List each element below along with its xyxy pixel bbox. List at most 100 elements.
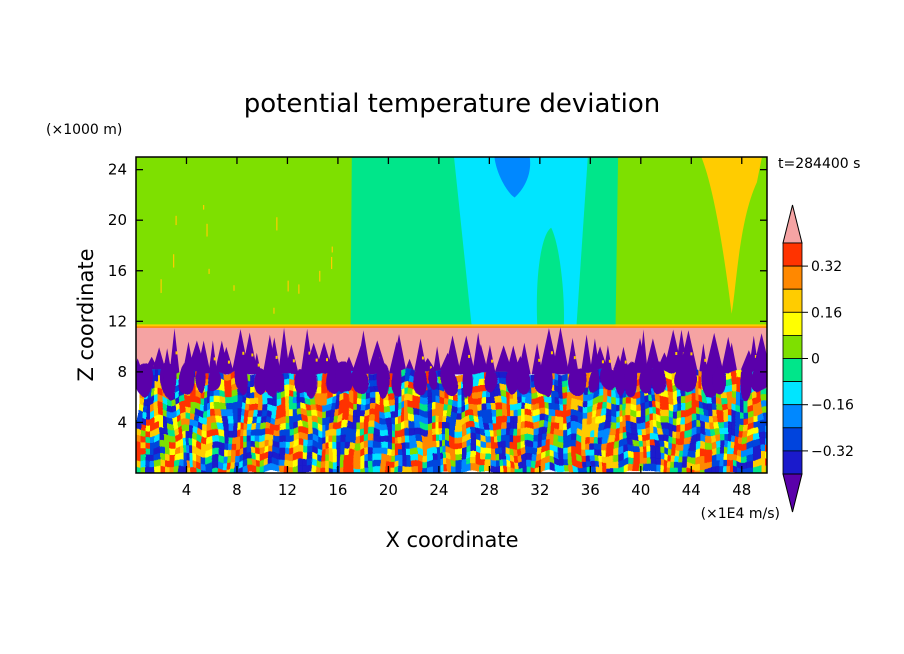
convective-cell bbox=[703, 422, 710, 430]
convective-cell bbox=[672, 447, 678, 455]
convective-cell bbox=[392, 460, 399, 468]
convective-cell bbox=[266, 447, 272, 455]
convective-cell bbox=[537, 447, 543, 455]
convective-cell bbox=[514, 466, 520, 473]
convective-cell bbox=[284, 403, 290, 411]
convective-cell bbox=[311, 409, 317, 417]
convective-cell bbox=[181, 454, 187, 461]
convective-cell bbox=[703, 466, 710, 473]
convective-cell bbox=[136, 454, 142, 461]
convective-cell bbox=[163, 441, 169, 449]
convective-cell bbox=[271, 403, 277, 411]
convective-cell bbox=[640, 466, 646, 473]
convective-cell bbox=[546, 447, 552, 455]
convective-plume bbox=[714, 366, 727, 394]
convective-cell bbox=[266, 441, 272, 449]
convective-cell bbox=[136, 422, 142, 430]
convective-cell bbox=[316, 403, 322, 411]
convective-cell bbox=[658, 460, 664, 468]
convective-cell bbox=[744, 435, 750, 442]
convective-cell bbox=[487, 422, 493, 430]
convective-cell bbox=[465, 397, 471, 405]
convective-cell bbox=[645, 416, 651, 424]
convective-cell bbox=[365, 454, 371, 461]
convective-cell bbox=[397, 390, 403, 398]
convective-cell bbox=[442, 441, 448, 449]
convective-cell bbox=[469, 397, 475, 405]
convective-cell bbox=[442, 454, 448, 461]
convective-cell bbox=[235, 447, 241, 455]
convective-cell bbox=[762, 435, 767, 442]
convective-cell bbox=[550, 378, 556, 386]
convective-cell bbox=[284, 435, 290, 442]
convective-cell bbox=[627, 422, 633, 430]
convective-cell bbox=[329, 460, 335, 468]
convective-cell bbox=[221, 466, 227, 473]
convective-cell bbox=[505, 397, 511, 405]
convective-cell bbox=[257, 441, 263, 449]
convective-cell bbox=[226, 466, 232, 473]
convective-cell bbox=[748, 428, 755, 436]
convective-cell bbox=[532, 441, 538, 449]
convective-cell bbox=[730, 428, 737, 436]
convective-cell bbox=[748, 454, 755, 461]
convective-cell bbox=[433, 466, 439, 473]
inversion-spike bbox=[751, 333, 767, 375]
convective-cell bbox=[762, 466, 767, 473]
convective-cell bbox=[541, 447, 547, 455]
convective-cell bbox=[694, 409, 700, 417]
convective-cell bbox=[586, 447, 592, 455]
convective-cell bbox=[437, 422, 444, 430]
colorbar-segment bbox=[782, 334, 803, 359]
convective-cell bbox=[401, 371, 408, 379]
convective-cell bbox=[347, 390, 353, 398]
convective-cell bbox=[699, 397, 705, 405]
convective-cell bbox=[415, 409, 421, 417]
convective-cell bbox=[140, 409, 146, 417]
convective-cell bbox=[343, 460, 349, 468]
convective-cell bbox=[451, 403, 457, 411]
convective-cell bbox=[726, 428, 732, 436]
convective-cell bbox=[559, 397, 565, 405]
convective-cell bbox=[636, 422, 642, 430]
convective-cell bbox=[519, 428, 525, 436]
convective-cell bbox=[401, 435, 408, 442]
inversion-spike bbox=[603, 345, 613, 375]
y-tick-label: 4 bbox=[117, 413, 127, 431]
convective-cell bbox=[136, 441, 142, 449]
convective-cell bbox=[401, 403, 408, 411]
convective-cell bbox=[167, 403, 173, 411]
convective-cell bbox=[244, 428, 250, 436]
convective-cell bbox=[217, 409, 223, 417]
convective-cell bbox=[672, 454, 678, 461]
convective-cell bbox=[604, 441, 610, 449]
convective-cell bbox=[730, 454, 737, 461]
convective-cell bbox=[640, 441, 646, 449]
convective-cell bbox=[654, 409, 660, 417]
convective-cell bbox=[145, 422, 151, 430]
convective-cell bbox=[510, 454, 516, 461]
convective-cell bbox=[176, 378, 182, 386]
convective-cell bbox=[284, 416, 290, 424]
upper-streak bbox=[298, 284, 300, 294]
convective-cell bbox=[456, 409, 462, 417]
convective-cell bbox=[456, 416, 462, 424]
convective-cell bbox=[519, 422, 525, 430]
convective-cell bbox=[537, 454, 543, 461]
convective-cell bbox=[311, 460, 317, 468]
convective-cell bbox=[145, 460, 151, 468]
convective-cell bbox=[559, 403, 565, 411]
convective-cell bbox=[253, 466, 259, 473]
convective-cell bbox=[370, 378, 376, 386]
convective-cell bbox=[248, 384, 254, 392]
convective-cell bbox=[302, 428, 308, 436]
convective-cell bbox=[645, 403, 651, 411]
convective-plume bbox=[179, 363, 195, 397]
convective-cell bbox=[190, 409, 196, 417]
convective-cell bbox=[365, 384, 371, 392]
convective-cell bbox=[424, 466, 430, 473]
convective-cell bbox=[456, 397, 462, 405]
convective-cell bbox=[248, 390, 254, 398]
convective-cell bbox=[577, 416, 583, 424]
convective-cell bbox=[631, 403, 637, 411]
